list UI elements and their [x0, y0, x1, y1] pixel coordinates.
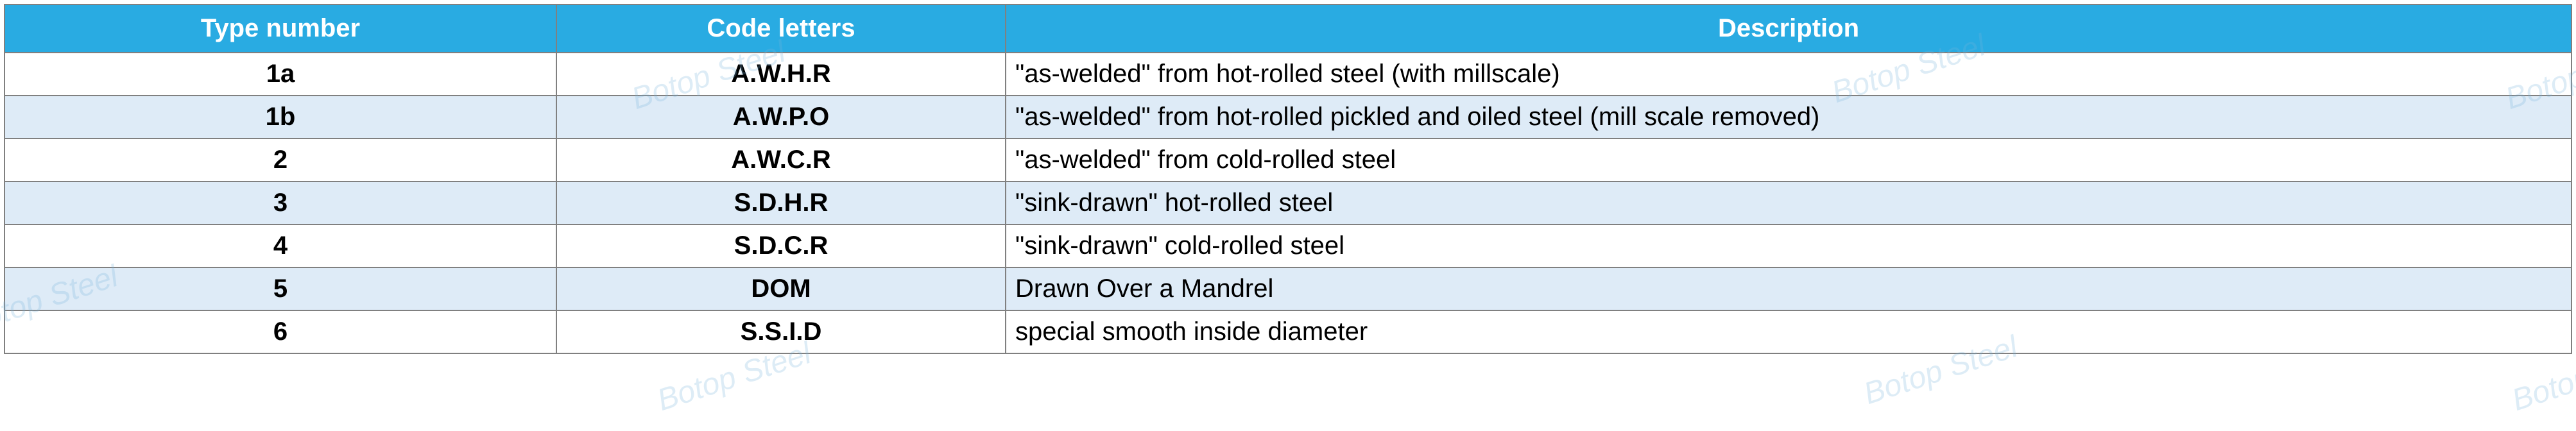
cell-type: 1b	[4, 96, 556, 139]
cell-desc: "sink-drawn" cold-rolled steel	[1006, 224, 2572, 267]
table-row: 1b A.W.P.O "as-welded" from hot-rolled p…	[4, 96, 2572, 139]
cell-type: 1a	[4, 53, 556, 96]
cell-type: 2	[4, 139, 556, 182]
cell-type: 5	[4, 267, 556, 310]
table-header-row: Type number Code letters Description	[4, 4, 2572, 53]
cell-desc: special smooth inside diameter	[1006, 310, 2572, 353]
cell-code: A.W.C.R	[556, 139, 1006, 182]
table-row: 4 S.D.C.R "sink-drawn" cold-rolled steel	[4, 224, 2572, 267]
cell-desc: "as-welded" from hot-rolled steel (with …	[1006, 53, 2572, 96]
cell-desc: "as-welded" from hot-rolled pickled and …	[1006, 96, 2572, 139]
col-header-type: Type number	[4, 4, 556, 53]
col-header-desc: Description	[1006, 4, 2572, 53]
cell-type: 4	[4, 224, 556, 267]
table-row: 6 S.S.I.D special smooth inside diameter	[4, 310, 2572, 353]
cell-type: 3	[4, 182, 556, 224]
table-row: 3 S.D.H.R "sink-drawn" hot-rolled steel	[4, 182, 2572, 224]
cell-type: 6	[4, 310, 556, 353]
cell-code: S.D.C.R	[556, 224, 1006, 267]
cell-code: S.S.I.D	[556, 310, 1006, 353]
cell-code: DOM	[556, 267, 1006, 310]
table-row: 2 A.W.C.R "as-welded" from cold-rolled s…	[4, 139, 2572, 182]
steel-types-table: Type number Code letters Description 1a …	[4, 4, 2572, 354]
col-header-code: Code letters	[556, 4, 1006, 53]
cell-code: A.W.H.R	[556, 53, 1006, 96]
cell-desc: Drawn Over a Mandrel	[1006, 267, 2572, 310]
cell-desc: "sink-drawn" hot-rolled steel	[1006, 182, 2572, 224]
table-row: 5 DOM Drawn Over a Mandrel	[4, 267, 2572, 310]
cell-code: S.D.H.R	[556, 182, 1006, 224]
cell-code: A.W.P.O	[556, 96, 1006, 139]
cell-desc: "as-welded" from cold-rolled steel	[1006, 139, 2572, 182]
table-row: 1a A.W.H.R "as-welded" from hot-rolled s…	[4, 53, 2572, 96]
